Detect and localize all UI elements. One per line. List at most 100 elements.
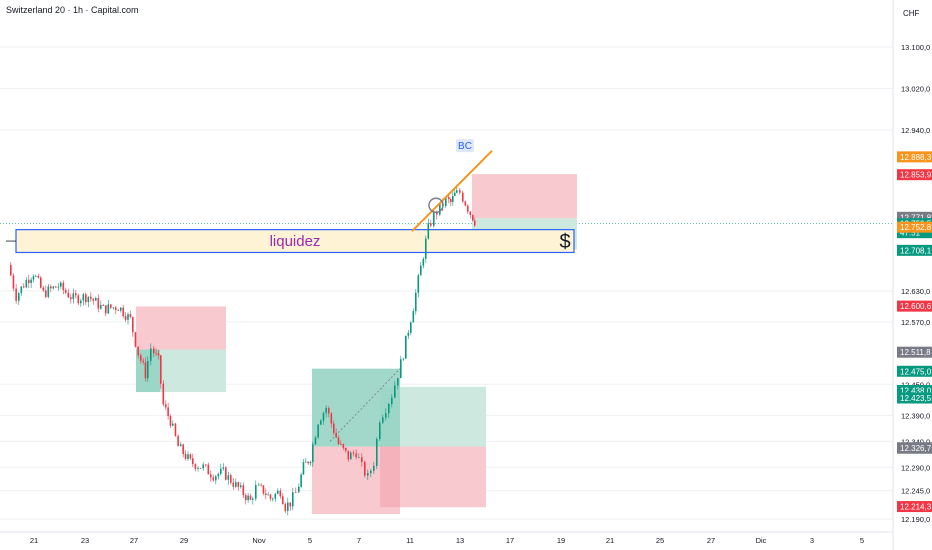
candle-body — [242, 485, 245, 496]
candle-body — [127, 314, 129, 320]
candle-body — [415, 292, 417, 312]
chart-title: Switzerland 20 · 1h · Capital.com — [6, 5, 139, 15]
candle-body — [407, 332, 410, 336]
candle-body — [272, 498, 274, 500]
candle-body — [320, 420, 322, 425]
candle-body — [134, 332, 137, 347]
highlight-circle — [428, 197, 444, 213]
candle-body — [222, 467, 225, 469]
candle-body — [20, 286, 23, 294]
candle-body — [35, 275, 37, 277]
candle-body — [400, 359, 402, 379]
candle-body — [192, 458, 194, 465]
candle-body — [207, 464, 210, 475]
price-badge — [897, 211, 932, 223]
candle-body — [117, 309, 120, 311]
long-position-2-hit-zone — [380, 446, 400, 508]
candle-body — [412, 311, 415, 323]
candle-body — [342, 443, 345, 448]
candle-body — [430, 223, 432, 226]
candle-body — [373, 465, 375, 471]
y-axis-tick-label: 12.450,0 — [901, 380, 930, 389]
candle-body — [184, 454, 187, 459]
candle-body — [144, 362, 147, 379]
short-position-stop-zone — [136, 306, 226, 350]
candle-body — [361, 457, 363, 462]
x-axis-tick-label: Dic — [756, 536, 767, 545]
candle-body — [25, 279, 28, 288]
price-badge — [897, 244, 932, 256]
candle-body — [402, 358, 405, 360]
candle-body — [132, 316, 134, 333]
candle-body — [337, 437, 340, 444]
candle-body — [95, 298, 97, 301]
candle-body — [32, 276, 35, 280]
candle-body — [302, 462, 305, 475]
price-badge — [897, 365, 932, 377]
candle-body — [328, 408, 330, 414]
candle-body — [112, 307, 115, 309]
price-badge-label: 12.423,5 — [900, 394, 932, 403]
candle-body — [325, 408, 327, 413]
candle-body — [260, 484, 262, 486]
candle-body — [274, 493, 277, 499]
candle-body — [305, 461, 307, 463]
candle-body — [10, 264, 12, 276]
y-axis-tick-label: 12.190,0 — [901, 515, 930, 524]
candle-body — [322, 412, 325, 421]
candle-body — [255, 485, 257, 499]
price-badge-label: 12.214,3 — [900, 503, 932, 512]
candle-body — [282, 496, 284, 505]
candle-body — [115, 307, 117, 310]
candle-body — [40, 277, 42, 288]
candle-body — [67, 292, 70, 298]
trade-connector-line — [329, 368, 401, 442]
candle-body — [50, 286, 52, 289]
x-axis-tick-label: 5 — [860, 536, 864, 545]
x-axis-tick-label: 7 — [357, 536, 361, 545]
candle-body — [174, 423, 177, 436]
candle-body — [217, 473, 220, 477]
x-axis-tick-label: 21 — [30, 536, 38, 545]
candle-body — [456, 190, 458, 193]
price-badge-label: 12.708,1 — [900, 246, 932, 255]
candle-body — [287, 502, 289, 511]
candle-body — [220, 468, 222, 474]
candle-body — [269, 494, 272, 499]
candle-body — [439, 202, 441, 215]
candle-body — [237, 482, 240, 488]
candle-body — [57, 286, 60, 288]
candle-body — [425, 238, 427, 259]
candle-body — [345, 447, 347, 451]
price-badge-label: 12.888,3 — [900, 153, 932, 162]
candle-body — [155, 353, 157, 355]
candle-body — [245, 495, 247, 501]
candle-body — [70, 297, 72, 300]
price-badge — [897, 501, 932, 513]
candle-body — [347, 450, 350, 460]
candle-body — [15, 288, 17, 301]
candle-body — [262, 485, 265, 494]
candle-body — [137, 346, 139, 356]
candle-body — [309, 461, 312, 464]
candle-body — [385, 413, 387, 418]
candle-body — [376, 439, 378, 466]
candle-body — [230, 475, 232, 483]
candle-body — [177, 435, 179, 447]
price-badge — [897, 384, 932, 396]
candle-body — [265, 493, 267, 495]
candle-body — [72, 293, 75, 300]
currency-label: CHF — [903, 9, 920, 18]
candle-body — [300, 474, 302, 487]
price-badge — [897, 169, 932, 181]
candle-body — [314, 437, 317, 445]
candle-body — [394, 385, 396, 398]
candle-body — [102, 305, 105, 306]
candle-body — [382, 417, 384, 423]
price-badge-label: 12.438,0 — [900, 386, 932, 395]
candle-body — [450, 199, 452, 202]
price-badge-label: 12.771,8 — [900, 213, 932, 222]
candle-body — [189, 454, 192, 459]
candle-body — [124, 316, 127, 320]
